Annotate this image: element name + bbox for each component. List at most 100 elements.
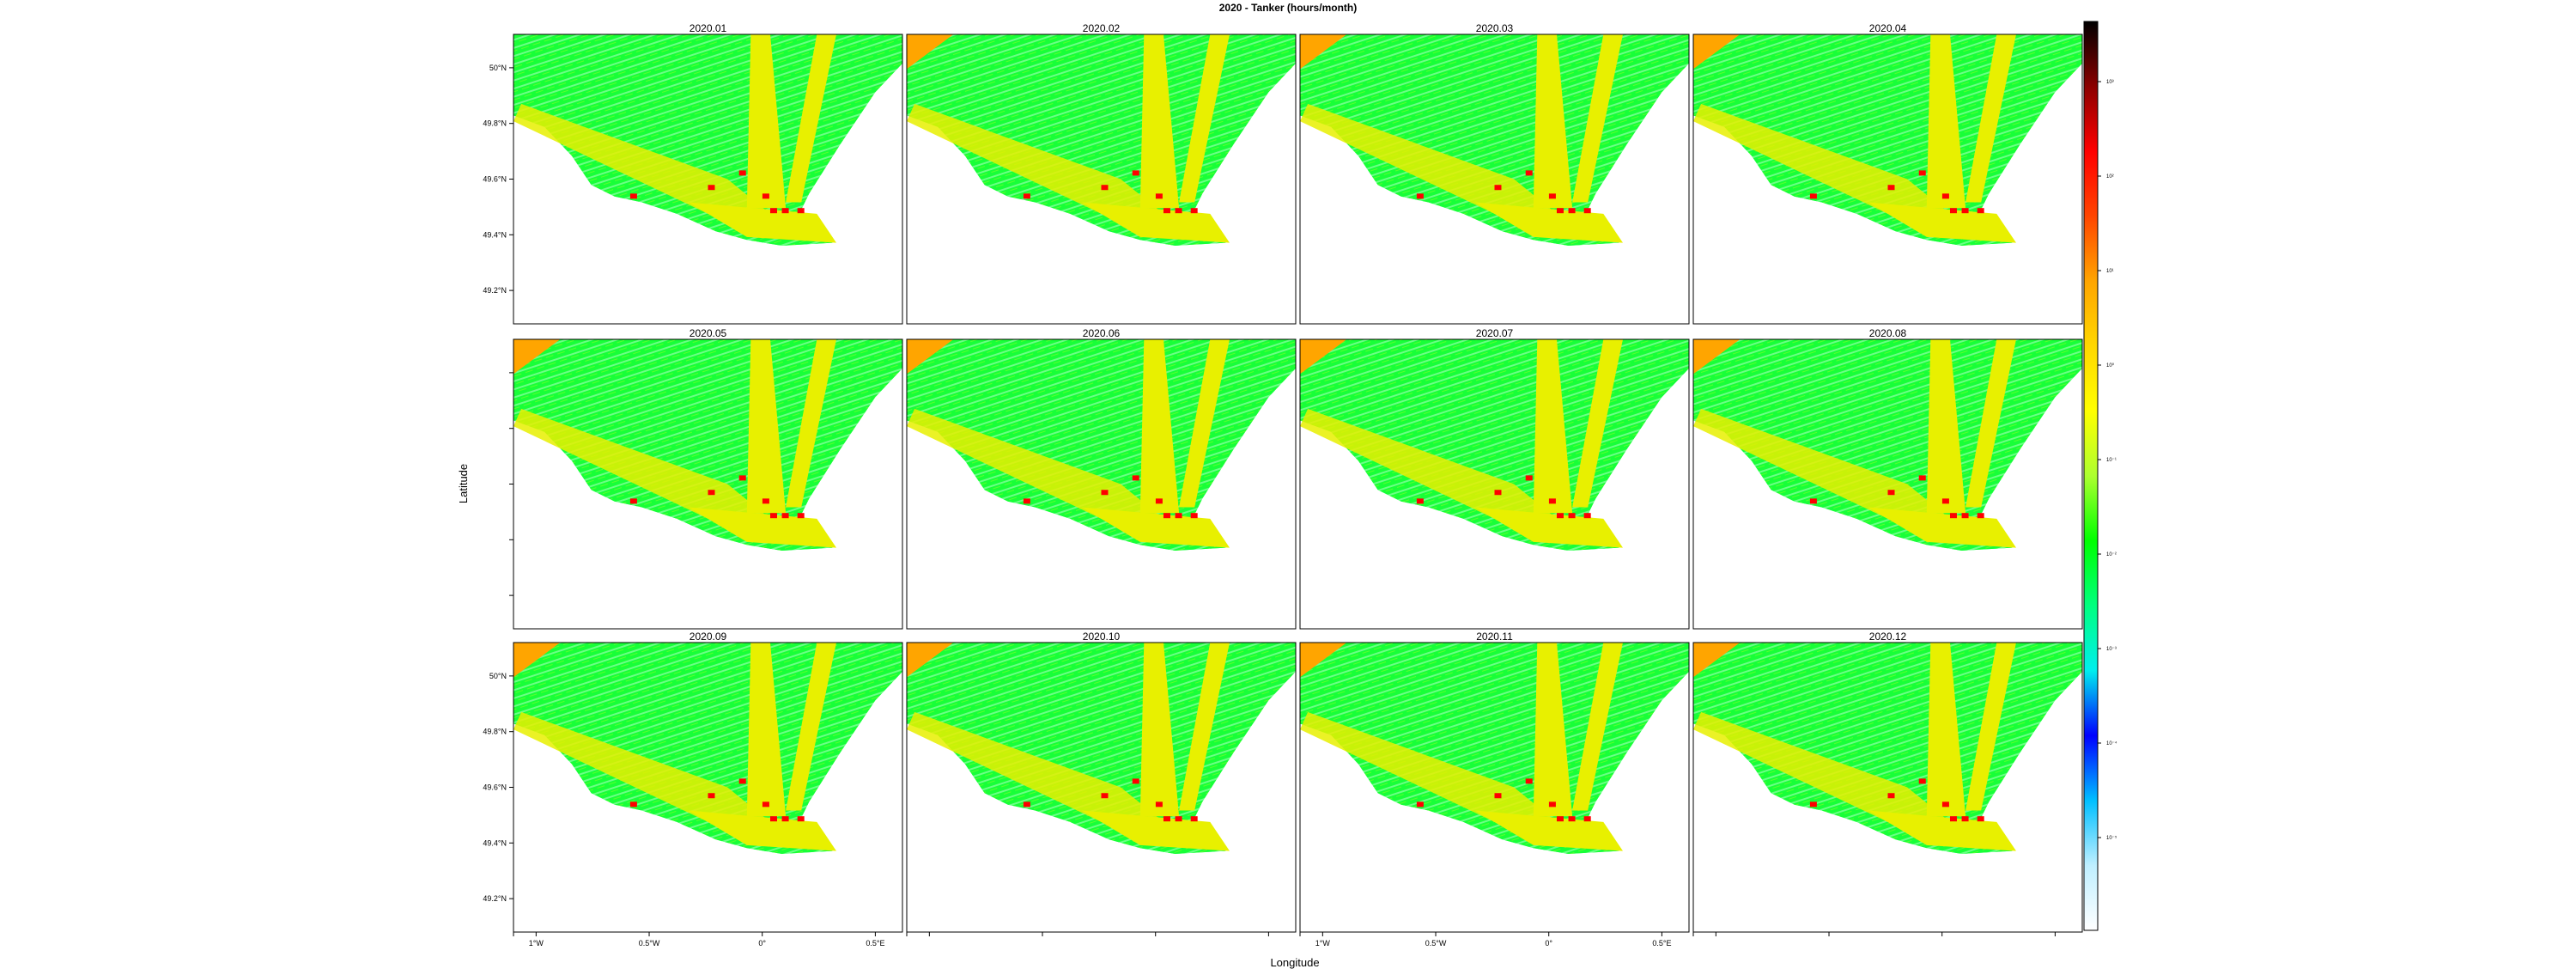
port-hotspot xyxy=(1155,193,1163,199)
port-hotspot xyxy=(708,490,715,496)
port-hotspot xyxy=(1887,185,1895,191)
traffic-corridor xyxy=(907,711,1163,822)
port-hotspot xyxy=(1556,208,1564,214)
port-hotspot xyxy=(738,778,746,784)
x-axis-label: Longitude xyxy=(1270,956,1319,969)
panel-title: 2020.03 xyxy=(1476,22,1514,34)
port-hotspot xyxy=(1416,498,1424,504)
port-hotspot xyxy=(1568,513,1576,519)
traffic-corridor xyxy=(1693,408,1950,519)
panel-title: 2020.04 xyxy=(1869,22,1907,34)
port-hotspot xyxy=(1023,193,1030,199)
traffic-corridor xyxy=(1572,339,1623,508)
figure-title: 2020 - Tanker (hours/month) xyxy=(1219,2,1357,14)
lat-tick-label: 49.2°N xyxy=(483,286,507,295)
map-panel: 2020.03 xyxy=(1299,22,1690,325)
port-hotspot xyxy=(1548,193,1556,199)
lon-tick-label: 0.5°E xyxy=(866,939,884,948)
lon-tick-label: 1°W xyxy=(529,939,544,948)
colorbar-tick-label: 10³ xyxy=(2106,80,2114,85)
offshore-hotspot xyxy=(907,34,954,70)
map-panel: 2020.05 xyxy=(513,327,903,630)
port-hotspot xyxy=(1977,513,1984,519)
port-hotspot xyxy=(1809,801,1817,807)
traffic-corridor xyxy=(1965,643,2016,811)
shipping-tracks xyxy=(1300,643,1689,854)
traffic-corridor xyxy=(1139,339,1180,514)
port-hotspot xyxy=(1568,816,1576,822)
port-hotspot xyxy=(1941,801,1949,807)
port-hotspot xyxy=(738,475,746,481)
traffic-corridor xyxy=(513,408,770,519)
port-hotspot xyxy=(1155,498,1163,504)
port-hotspot xyxy=(1887,490,1895,496)
panel-frame xyxy=(906,338,1297,630)
panel-frame xyxy=(1299,338,1690,630)
traffic-corridor xyxy=(1572,34,1623,203)
shipping-tracks xyxy=(907,339,1296,551)
traffic-corridor xyxy=(746,339,787,514)
panel-frame xyxy=(1299,34,1690,325)
panel-title: 2020.11 xyxy=(1476,631,1513,643)
offshore-hotspot xyxy=(1300,34,1347,70)
shipping-tracks xyxy=(907,34,1296,246)
map-panel: 2020.06 xyxy=(906,327,1297,630)
offshore-hotspot xyxy=(1693,34,1741,70)
map-panel: 2020.02 xyxy=(906,22,1297,325)
panel-title: 2020.08 xyxy=(1869,327,1907,339)
port-hotspot xyxy=(1101,793,1109,799)
lat-tick-label: 49.4°N xyxy=(483,838,507,847)
port-hotspot xyxy=(1556,816,1564,822)
traffic-corridor xyxy=(1926,34,1966,209)
traffic-corridor xyxy=(786,34,836,203)
shipping-tracks xyxy=(907,643,1296,854)
colorbar: 10³ 10² 10¹ 10⁰ 10⁻¹ 10⁻² 10⁻³ 10⁻⁴ 10⁻⁵ xyxy=(2083,21,2117,931)
lat-tick-label: 50°N xyxy=(489,64,507,72)
shipping-tracks xyxy=(513,34,902,246)
map-panel: 2020.04 xyxy=(1692,22,2083,325)
port-hotspot xyxy=(629,498,637,504)
port-hotspot xyxy=(769,816,777,822)
port-hotspot xyxy=(1809,193,1817,199)
port-hotspot xyxy=(1583,513,1591,519)
traffic-corridor xyxy=(1965,34,2016,203)
port-hotspot xyxy=(1525,170,1533,176)
offshore-hotspot xyxy=(1693,339,1741,375)
port-hotspot xyxy=(1494,490,1502,496)
port-hotspot xyxy=(1132,475,1139,481)
panel-frame xyxy=(1692,338,2083,630)
port-hotspot xyxy=(797,513,805,519)
shipping-tracks xyxy=(1693,339,2082,551)
port-hotspot xyxy=(1949,513,1957,519)
traffic-corridor xyxy=(1926,643,1966,817)
offshore-hotspot xyxy=(907,643,954,678)
port-hotspot xyxy=(1961,208,1969,214)
traffic-corridor xyxy=(1533,643,1573,817)
colorbar-tick-label: 10¹ xyxy=(2106,269,2114,274)
port-hotspot xyxy=(781,816,789,822)
port-hotspot xyxy=(1525,778,1533,784)
port-hotspot xyxy=(1583,208,1591,214)
traffic-corridor xyxy=(1572,643,1623,811)
port-hotspot xyxy=(629,801,637,807)
port-hotspot xyxy=(1977,816,1984,822)
port-hotspot xyxy=(769,208,777,214)
port-hotspot xyxy=(1101,490,1109,496)
port-hotspot xyxy=(1163,513,1170,519)
port-hotspot xyxy=(1918,170,1926,176)
traffic-corridor xyxy=(907,103,1163,214)
map-axes: 50°N 49.8°N 49.6°N 49.4°N 49.2°N 50°N 49.8°N 49… xyxy=(483,64,2056,948)
traffic-corridor xyxy=(1179,643,1230,811)
port-hotspot xyxy=(1175,513,1182,519)
port-hotspot xyxy=(1961,816,1969,822)
port-hotspot xyxy=(1887,793,1895,799)
traffic-corridor xyxy=(1300,711,1557,822)
colorbar-tick-label: 10² xyxy=(2106,174,2114,180)
shipping-tracks xyxy=(1300,34,1689,246)
traffic-corridor xyxy=(746,643,787,817)
port-hotspot xyxy=(1548,498,1556,504)
map-panel: 2020.07 xyxy=(1299,327,1690,630)
colorbar-tick-label: 10⁻³ xyxy=(2106,647,2117,652)
panel-title: 2020.12 xyxy=(1869,631,1907,643)
